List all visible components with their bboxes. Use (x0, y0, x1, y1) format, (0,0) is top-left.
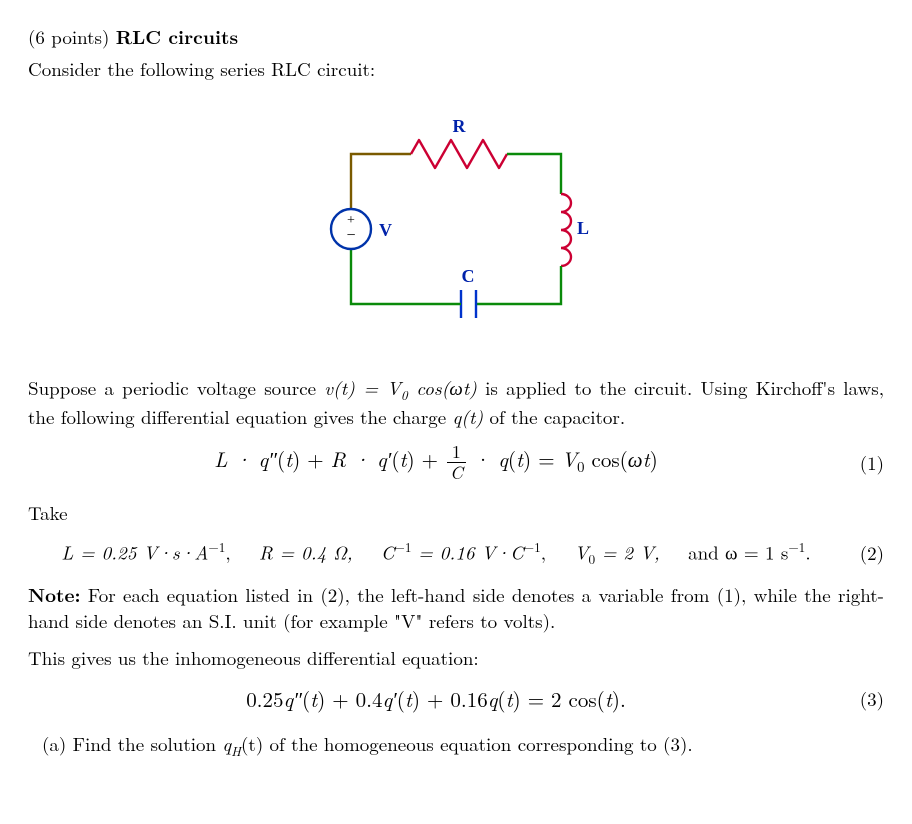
svg-text:V: V (379, 220, 392, 240)
param-L-sup: −1 (208, 537, 225, 556)
para-inhomogeneous: This gives us the inhomogeneous differen… (28, 645, 884, 671)
part-a-text-a: Find the solution (66, 730, 222, 757)
description-paragraph: Suppose a periodic voltage source v(t) =… (28, 375, 884, 429)
param-omega-dot: . (805, 538, 810, 565)
note-bold: Note: (28, 580, 81, 608)
equation-1-row: L · q″(t) + R · q′(t) + 1C · q(t) = V0 c… (28, 443, 884, 482)
svg-text:C: C (462, 266, 475, 286)
para1-a: Suppose a periodic voltage source (28, 374, 324, 401)
vt-expr: v(t) = V0 cos(ωt) (324, 374, 477, 401)
param-V0-b: = 2 V, (595, 538, 660, 565)
param-L-comma: , (225, 538, 230, 565)
parameters: L = 0.25 V·s·A−1, R = 0.4 Ω, C−1 = 0.16 … (28, 538, 844, 568)
part-a-qH: qH (222, 730, 241, 757)
take-label: Take (28, 500, 884, 526)
circuit-figure: +− R L C V (28, 99, 884, 355)
problem-header: (6 points) RLC circuits (28, 24, 884, 50)
param-C-sup2: −1 (524, 537, 541, 556)
param-C-b: = 0.16 V·C (411, 538, 523, 565)
points: (6 points) (28, 23, 109, 50)
param-C-sup: −1 (394, 537, 411, 556)
param-V0-a: V (574, 538, 588, 565)
qt-expr: q(t) (453, 403, 484, 430)
svg-text:+: + (347, 213, 355, 228)
equation-3-number: (3) (844, 686, 884, 712)
param-C-c: , (541, 538, 546, 565)
svg-text:L: L (577, 218, 589, 238)
title: RLC circuits (116, 22, 238, 50)
para1-c: of the capacitor. (483, 403, 625, 430)
param-omega-sup: −1 (788, 537, 805, 556)
intro-text: Consider the following series RLC circui… (28, 56, 884, 82)
equation-3: 0.25q″(t) + 0.4q′(t) + 0.16q(t) = 2 cos(… (28, 685, 844, 713)
param-C-a: C (381, 538, 395, 565)
equation-1-number: (1) (844, 450, 884, 476)
part-a: (a) Find the solution qH(t) of the homog… (28, 731, 884, 760)
param-L: L = 0.25 V·s·A (61, 538, 208, 565)
equation-3-row: 0.25q″(t) + 0.4q′(t) + 0.16q(t) = 2 cos(… (28, 685, 884, 713)
svg-text:R: R (453, 116, 467, 136)
note-text: For each equation listed in (2), the lef… (28, 581, 884, 634)
rlc-circuit-svg: +− R L C V (296, 99, 616, 349)
param-R: R = 0.4 Ω, (259, 538, 353, 565)
part-a-text-b: (t) of the homogeneous equation correspo… (241, 730, 693, 757)
parameters-row: L = 0.25 V·s·A−1, R = 0.4 Ω, C−1 = 0.16 … (28, 538, 884, 568)
svg-text:−: − (346, 227, 355, 244)
part-a-label: (a) (42, 730, 66, 757)
equation-1: L · q″(t) + R · q′(t) + 1C · q(t) = V0 c… (28, 443, 844, 482)
equation-2-number: (2) (844, 540, 884, 566)
param-omega: and ω = 1 s (688, 538, 788, 565)
note-paragraph: Note: For each equation listed in (2), t… (28, 582, 884, 633)
